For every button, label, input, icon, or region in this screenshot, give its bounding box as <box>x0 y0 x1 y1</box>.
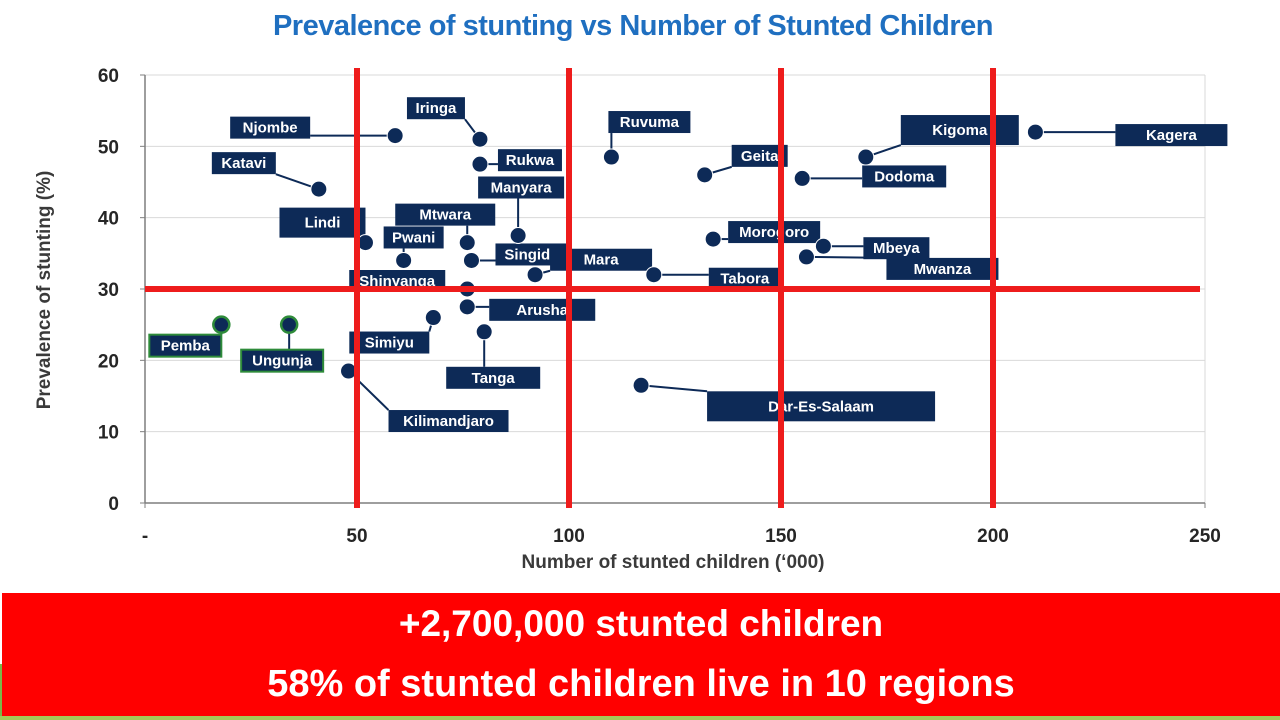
point-label: Ruvuma <box>620 114 680 131</box>
label-box <box>395 203 496 226</box>
data-point <box>471 130 489 148</box>
y-tick-label: 40 <box>98 209 119 230</box>
label-box <box>446 366 541 389</box>
point-label: Katavi <box>221 155 266 172</box>
y-tick-label: 50 <box>98 137 119 158</box>
data-point <box>793 169 811 187</box>
label-box <box>478 176 565 199</box>
scatter-chart: 0 10 20 30 40 50 60 - 50 100 150 200 250 Number of st… <box>34 66 1228 573</box>
data-point <box>424 309 442 327</box>
label-box <box>383 226 444 249</box>
data-point <box>471 155 489 173</box>
point-label: Njombe <box>243 120 298 137</box>
data-point <box>696 166 714 184</box>
label-box <box>862 165 947 188</box>
point-label: Dodoma <box>874 168 935 185</box>
data-point <box>857 148 875 166</box>
leader-line <box>640 384 708 393</box>
data-point <box>475 323 493 341</box>
slide-bottom-rule <box>0 716 1280 720</box>
y-tick-label: 60 <box>98 66 119 87</box>
point-label: Iringa <box>416 100 457 117</box>
label-box <box>388 410 509 433</box>
data-point <box>310 180 328 198</box>
label-box <box>608 111 691 134</box>
point-label: Simiyu <box>365 335 414 352</box>
x-tick-label: 50 <box>346 526 367 547</box>
point-label: Singida <box>504 246 559 263</box>
point-label: Tabora <box>720 271 770 288</box>
label-box <box>707 391 936 422</box>
summary-banner: +2,700,000 stunted children 58% of stunt… <box>2 593 1280 718</box>
data-point <box>386 127 404 145</box>
point-label: Shinyanga <box>359 273 436 290</box>
label-box <box>406 97 465 120</box>
label-box <box>863 237 930 260</box>
data-point <box>526 266 544 284</box>
data-point <box>279 315 299 334</box>
y-tick-label: 10 <box>98 423 119 444</box>
data-point <box>458 298 476 316</box>
point-label: Pwani <box>392 229 435 246</box>
label-box <box>497 149 562 172</box>
x-tick-label: 200 <box>977 526 1009 547</box>
data-point <box>212 315 231 334</box>
y-tick-label: 0 <box>108 494 119 515</box>
point-label: Kigoma <box>932 122 988 139</box>
x-tick-label: 150 <box>765 526 797 547</box>
point-label: Pemba <box>161 338 211 355</box>
x-tick-label: 250 <box>1189 526 1221 547</box>
label-box <box>211 152 276 175</box>
x-tick-label: 100 <box>553 526 585 547</box>
point-label: Geita <box>741 148 779 165</box>
point-label: Dar-Es-Salaam <box>768 398 874 415</box>
banner-line-1: +2,700,000 stunted children <box>398 603 884 644</box>
label-box <box>708 267 781 290</box>
data-point <box>632 376 650 394</box>
label-box <box>230 116 311 139</box>
y-tick-label: 20 <box>98 351 119 372</box>
data-point <box>704 230 722 248</box>
point-label: Ungunja <box>252 353 313 370</box>
data-point <box>1026 123 1044 141</box>
point-label: Rukwa <box>506 152 555 169</box>
data-point <box>814 237 832 255</box>
point-label: Kilimandjaro <box>403 413 494 430</box>
y-tick-label: 30 <box>98 280 119 301</box>
label-box <box>731 144 788 167</box>
label-box <box>495 243 568 266</box>
label-box <box>240 348 325 373</box>
data-point <box>645 266 663 284</box>
point-label: Mtwara <box>419 207 471 224</box>
point-label: Arusha <box>516 302 568 319</box>
point-label: Tanga <box>472 370 516 387</box>
point-label: Manyara <box>491 180 553 197</box>
label-box <box>279 207 366 238</box>
label-box <box>886 257 999 280</box>
y-axis-title: Prevalence of stunting (%) <box>34 171 55 410</box>
banner-line-2: 58% of stunted children live in 10 regio… <box>267 663 1015 705</box>
data-point <box>602 148 620 166</box>
label-box <box>349 331 430 354</box>
point-label: Morogoro <box>739 224 809 241</box>
label-box <box>728 221 821 244</box>
x-tick-label: - <box>142 526 148 547</box>
data-point <box>509 227 527 244</box>
point-label: Mwanza <box>914 261 972 278</box>
data-point <box>797 248 815 266</box>
point-label: Mbeya <box>873 240 920 257</box>
point-label: Mara <box>584 252 620 269</box>
point-label: Kagera <box>1146 127 1198 144</box>
data-point <box>395 251 413 269</box>
chart-title: Prevalence of stunting vs Number of Stun… <box>272 10 994 42</box>
label-box <box>900 115 1019 146</box>
data-point <box>462 251 480 269</box>
point-label: Lindi <box>305 215 341 232</box>
label-box <box>550 248 653 271</box>
x-axis-title: Number of stunted children (‘000) <box>522 552 825 573</box>
label-box <box>1115 124 1228 147</box>
data-point <box>458 234 476 252</box>
label-box <box>148 333 223 358</box>
